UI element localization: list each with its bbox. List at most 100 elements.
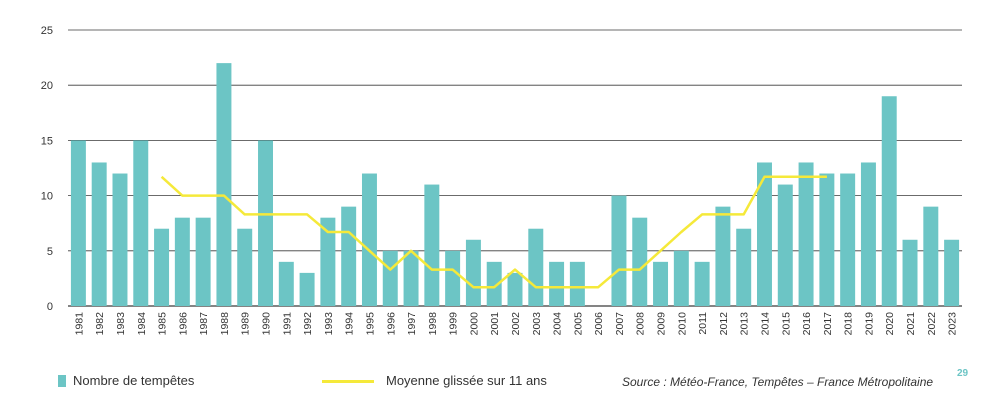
x-tick-label: 2017 bbox=[822, 312, 834, 336]
x-tick-label: 1998 bbox=[427, 312, 439, 336]
page-number: 29 bbox=[957, 368, 969, 379]
bar-1985 bbox=[154, 228, 170, 306]
x-tick-label: 2021 bbox=[905, 312, 917, 336]
bar-2010 bbox=[673, 250, 689, 306]
bar-1981 bbox=[70, 140, 86, 306]
bar-2013 bbox=[736, 228, 752, 306]
x-tick-label: 2015 bbox=[780, 312, 792, 336]
x-tick-label: 2023 bbox=[947, 312, 959, 336]
bar-series bbox=[70, 63, 960, 307]
bar-1990 bbox=[258, 140, 273, 306]
bar-2014 bbox=[757, 162, 772, 306]
x-tick-label: 1985 bbox=[157, 312, 169, 336]
x-tick-label: 1984 bbox=[136, 312, 148, 336]
x-tick-label: 2009 bbox=[656, 312, 668, 336]
x-tick-label: 2018 bbox=[843, 312, 855, 336]
bar-2003 bbox=[528, 228, 544, 306]
bar-2022 bbox=[923, 206, 939, 306]
bar-1988 bbox=[216, 63, 232, 307]
bar-1995 bbox=[361, 173, 377, 306]
bar-2012 bbox=[715, 206, 731, 306]
bar-1986 bbox=[174, 217, 190, 306]
x-tick-label: 2020 bbox=[884, 312, 896, 336]
bar-2004 bbox=[549, 261, 565, 306]
bar-2009 bbox=[653, 261, 669, 306]
x-tick-label: 2000 bbox=[468, 312, 480, 336]
bar-1983 bbox=[112, 173, 128, 306]
x-tick-label: 1982 bbox=[94, 312, 106, 336]
x-tick-label: 2012 bbox=[718, 312, 730, 336]
bar-2020 bbox=[881, 96, 897, 307]
x-tick-label: 1990 bbox=[261, 312, 273, 336]
x-tick-label: 1995 bbox=[364, 312, 376, 336]
x-tick-label: 2001 bbox=[489, 312, 501, 336]
x-tick-label: 1988 bbox=[219, 312, 231, 336]
bar-1984 bbox=[133, 140, 149, 306]
bar-2000 bbox=[465, 239, 481, 306]
x-tick-label: 2010 bbox=[676, 312, 688, 336]
bar-2017 bbox=[819, 173, 835, 306]
x-tick-label: 1992 bbox=[302, 312, 314, 336]
x-tick-label: 1983 bbox=[115, 312, 127, 336]
x-tick-label: 2005 bbox=[572, 312, 584, 336]
bar-2023 bbox=[944, 239, 960, 306]
x-tick-label: 2016 bbox=[801, 312, 813, 336]
moving-average-series bbox=[160, 175, 827, 289]
legend-line-label: Moyenne glissée sur 11 ans bbox=[386, 373, 547, 388]
x-tick-label: 1997 bbox=[406, 312, 418, 336]
x-tick-label: 1996 bbox=[385, 312, 397, 336]
x-tick-label: 2008 bbox=[635, 312, 647, 336]
x-tick-label: 1991 bbox=[281, 312, 293, 336]
legend-line-swatch bbox=[322, 380, 374, 383]
bar-1998 bbox=[424, 184, 440, 306]
x-tick-label: 2013 bbox=[739, 312, 751, 336]
y-axis: 0 5 10 15 20 25 bbox=[41, 25, 53, 313]
y-tick-label: 10 bbox=[41, 191, 53, 203]
x-tick-label: 1986 bbox=[177, 312, 189, 336]
x-tick-label: 1981 bbox=[73, 312, 85, 336]
bar-1991 bbox=[278, 261, 294, 306]
x-tick-label: 2019 bbox=[863, 312, 875, 336]
bar-1994 bbox=[341, 206, 357, 306]
bar-2019 bbox=[860, 162, 876, 306]
x-axis: 1981 1982 1983 1984 1985 1986 1987 1988 1989 1990… bbox=[73, 312, 958, 336]
bar-2008 bbox=[632, 217, 648, 306]
x-tick-label: 2011 bbox=[697, 312, 709, 335]
source-note: Source : Météo-France, Tempêtes – France… bbox=[622, 375, 934, 389]
y-tick-label: 0 bbox=[47, 301, 53, 313]
x-tick-label: 2022 bbox=[926, 312, 938, 336]
x-tick-label: 2004 bbox=[552, 312, 564, 336]
legend: Nombre de tempêtes Moyenne glissée sur 1… bbox=[0, 368, 1000, 398]
bar-2018 bbox=[840, 173, 856, 306]
bar-1997 bbox=[403, 250, 419, 306]
storm-chart: 0 5 10 15 20 25 1981 1982 1983 1984 1985 1986 1987 1… bbox=[41, 25, 962, 336]
bar-1992 bbox=[299, 272, 315, 306]
bar-2002 bbox=[507, 272, 523, 306]
legend-bar-swatch bbox=[58, 375, 66, 387]
x-tick-label: 2003 bbox=[531, 312, 543, 336]
bar-2021 bbox=[902, 239, 918, 306]
bar-2001 bbox=[486, 261, 502, 306]
y-tick-label: 5 bbox=[47, 246, 53, 258]
bar-1993 bbox=[320, 217, 336, 306]
x-tick-label: 1999 bbox=[448, 312, 460, 336]
legend-bar-label: Nombre de tempêtes bbox=[73, 373, 195, 388]
bar-2005 bbox=[569, 261, 585, 306]
x-tick-label: 1994 bbox=[344, 312, 356, 336]
y-tick-label: 15 bbox=[41, 135, 53, 147]
moving-average-line bbox=[160, 175, 827, 289]
y-tick-label: 20 bbox=[41, 80, 53, 92]
bar-2007 bbox=[611, 195, 627, 306]
x-tick-label: 2002 bbox=[510, 312, 522, 336]
bar-1987 bbox=[195, 217, 211, 306]
x-tick-label: 2014 bbox=[759, 312, 771, 336]
bar-2015 bbox=[777, 184, 793, 306]
x-tick-label: 2006 bbox=[593, 312, 605, 336]
bar-2016 bbox=[798, 162, 814, 306]
bar-1989 bbox=[237, 228, 253, 306]
y-tick-label: 25 bbox=[41, 25, 53, 37]
bar-1982 bbox=[91, 162, 107, 306]
x-tick-label: 2007 bbox=[614, 312, 626, 336]
x-tick-label: 1987 bbox=[198, 312, 210, 336]
bar-1999 bbox=[445, 250, 461, 306]
